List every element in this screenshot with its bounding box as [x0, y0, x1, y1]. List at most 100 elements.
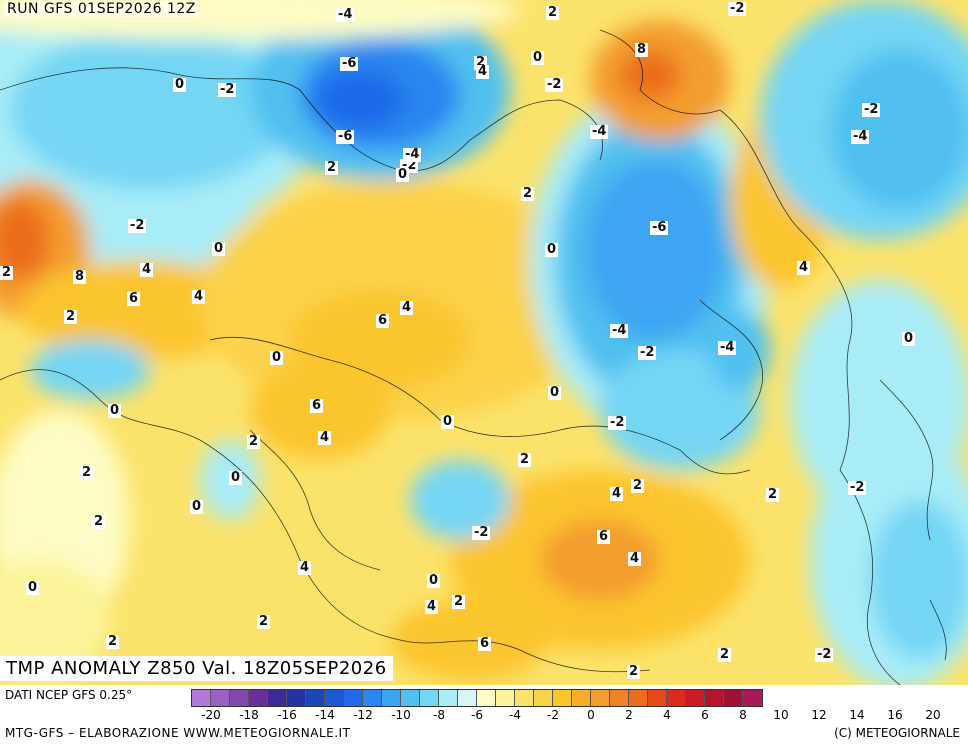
isoline-label: 2 — [766, 487, 780, 502]
isoline-label: 0 — [229, 470, 243, 485]
legend-tick-label: -8 — [433, 708, 445, 722]
isoline-label: -2 — [815, 647, 834, 662]
legend-swatch — [496, 690, 515, 706]
isoline-label: 8 — [73, 269, 87, 284]
isoline-label: 2 — [546, 5, 560, 20]
legend-swatch — [686, 690, 705, 706]
isoline-label: -2 — [862, 102, 881, 117]
legend-swatch — [249, 690, 268, 706]
isoline-label: 0 — [427, 573, 441, 588]
legend-tick-label: 12 — [811, 708, 827, 722]
isoline-label: 0 — [26, 580, 40, 595]
isoline-label: -4 — [610, 323, 629, 338]
data-source-label: DATI NCEP GFS 0.25° — [5, 688, 133, 702]
isoline-label: 0 — [548, 385, 562, 400]
legend-swatch — [629, 690, 648, 706]
isoline-label: -2 — [545, 77, 564, 92]
anomaly-field — [0, 0, 968, 685]
legend-tick-label: 4 — [663, 708, 671, 722]
legend-swatch — [382, 690, 401, 706]
isoline-label: 0 — [531, 50, 545, 65]
legend-tick-label: 0 — [587, 708, 595, 722]
legend-tick-label: 8 — [739, 708, 747, 722]
isoline-label: -4 — [336, 7, 355, 22]
isoline-label: 2 — [631, 478, 645, 493]
legend-swatch — [667, 690, 686, 706]
isoline-label: 0 — [396, 167, 410, 182]
isoline-label: 4 — [610, 486, 624, 501]
isoline-label: -4 — [718, 340, 737, 355]
isoline-label: 4 — [425, 599, 439, 614]
legend-swatch — [401, 690, 420, 706]
legend-swatch — [553, 690, 572, 706]
legend-tick-label: 16 — [887, 708, 903, 722]
legend-swatch — [648, 690, 667, 706]
legend-swatch — [515, 690, 534, 706]
legend-swatch — [325, 690, 344, 706]
isoline-label: -4 — [590, 124, 609, 139]
isoline-label: 2 — [518, 452, 532, 467]
legend-ticks: -20 -18 -16 -14 -12 -10 -8 -6 -4 -2 0 2 4 6 8 10 12 14 16 2… — [191, 708, 968, 722]
isoline-label: 4 — [476, 64, 490, 79]
color-legend — [191, 689, 763, 707]
isoline-label: -2 — [218, 82, 237, 97]
legend-swatch — [610, 690, 629, 706]
legend-tick-label: 6 — [701, 708, 709, 722]
isoline-label: 0 — [190, 499, 204, 514]
legend-tick-label: -16 — [277, 708, 297, 722]
isoline-label: 2 — [247, 434, 261, 449]
legend-tick-label: -18 — [239, 708, 259, 722]
isoline-label: -2 — [128, 218, 147, 233]
isoline-label: 0 — [212, 241, 226, 256]
isoline-label: 2 — [80, 465, 94, 480]
legend-tick-label: 14 — [849, 708, 865, 722]
isoline-label: 6 — [127, 291, 141, 306]
legend-swatch — [591, 690, 610, 706]
isoline-label: -6 — [650, 220, 669, 235]
isoline-label: 0 — [173, 77, 187, 92]
legend-tick-label: -10 — [391, 708, 411, 722]
legend-swatch — [572, 690, 591, 706]
isoline-label: 2 — [718, 647, 732, 662]
legend-swatch — [363, 690, 382, 706]
isoline-label: 0 — [108, 403, 122, 418]
legend-swatch — [230, 690, 249, 706]
legend-tick-label: -6 — [471, 708, 483, 722]
run-label: RUN GFS 01SEP2026 12Z — [4, 1, 199, 17]
legend-swatch — [705, 690, 724, 706]
isoline-label: 2 — [627, 664, 641, 679]
legend-swatch — [287, 690, 306, 706]
legend-swatch — [192, 690, 211, 706]
legend-swatch — [534, 690, 553, 706]
legend-swatch — [344, 690, 363, 706]
isoline-label: 0 — [902, 331, 916, 346]
isoline-label: 2 — [106, 634, 120, 649]
isoline-label: 8 — [635, 42, 649, 57]
isoline-label: -2 — [848, 480, 867, 495]
footer: DATI NCEP GFS 0.25° -20 -18 -16 -14 -12 -10 -8… — [0, 685, 968, 745]
isoline-label: 4 — [318, 430, 332, 445]
isoline-label: 2 — [92, 514, 106, 529]
isoline-label: -2 — [728, 1, 747, 16]
legend-tick-label: -2 — [547, 708, 559, 722]
legend-tick-label: 2 — [625, 708, 633, 722]
legend-tick-label: 20 — [925, 708, 941, 722]
credit-right: (C) METEOGIORNALE — [834, 726, 960, 740]
legend-tick-label: -20 — [201, 708, 221, 722]
legend-swatch — [268, 690, 287, 706]
isoline-label: 2 — [325, 160, 339, 175]
isoline-label: 2 — [521, 186, 535, 201]
isoline-label: 2 — [452, 594, 466, 609]
isoline-label: -2 — [638, 345, 657, 360]
isoline-label: 2 — [64, 309, 78, 324]
isoline-label: 0 — [441, 414, 455, 429]
isoline-label: 4 — [192, 289, 206, 304]
legend-tick-label: 10 — [773, 708, 789, 722]
isoline-label: 6 — [310, 398, 324, 413]
isoline-label: -6 — [336, 129, 355, 144]
isoline-label: -4 — [851, 129, 870, 144]
isoline-label: 2 — [0, 265, 14, 280]
isoline-label: -2 — [472, 525, 491, 540]
isoline-label: 4 — [298, 560, 312, 575]
isoline-label: 2 — [257, 614, 271, 629]
